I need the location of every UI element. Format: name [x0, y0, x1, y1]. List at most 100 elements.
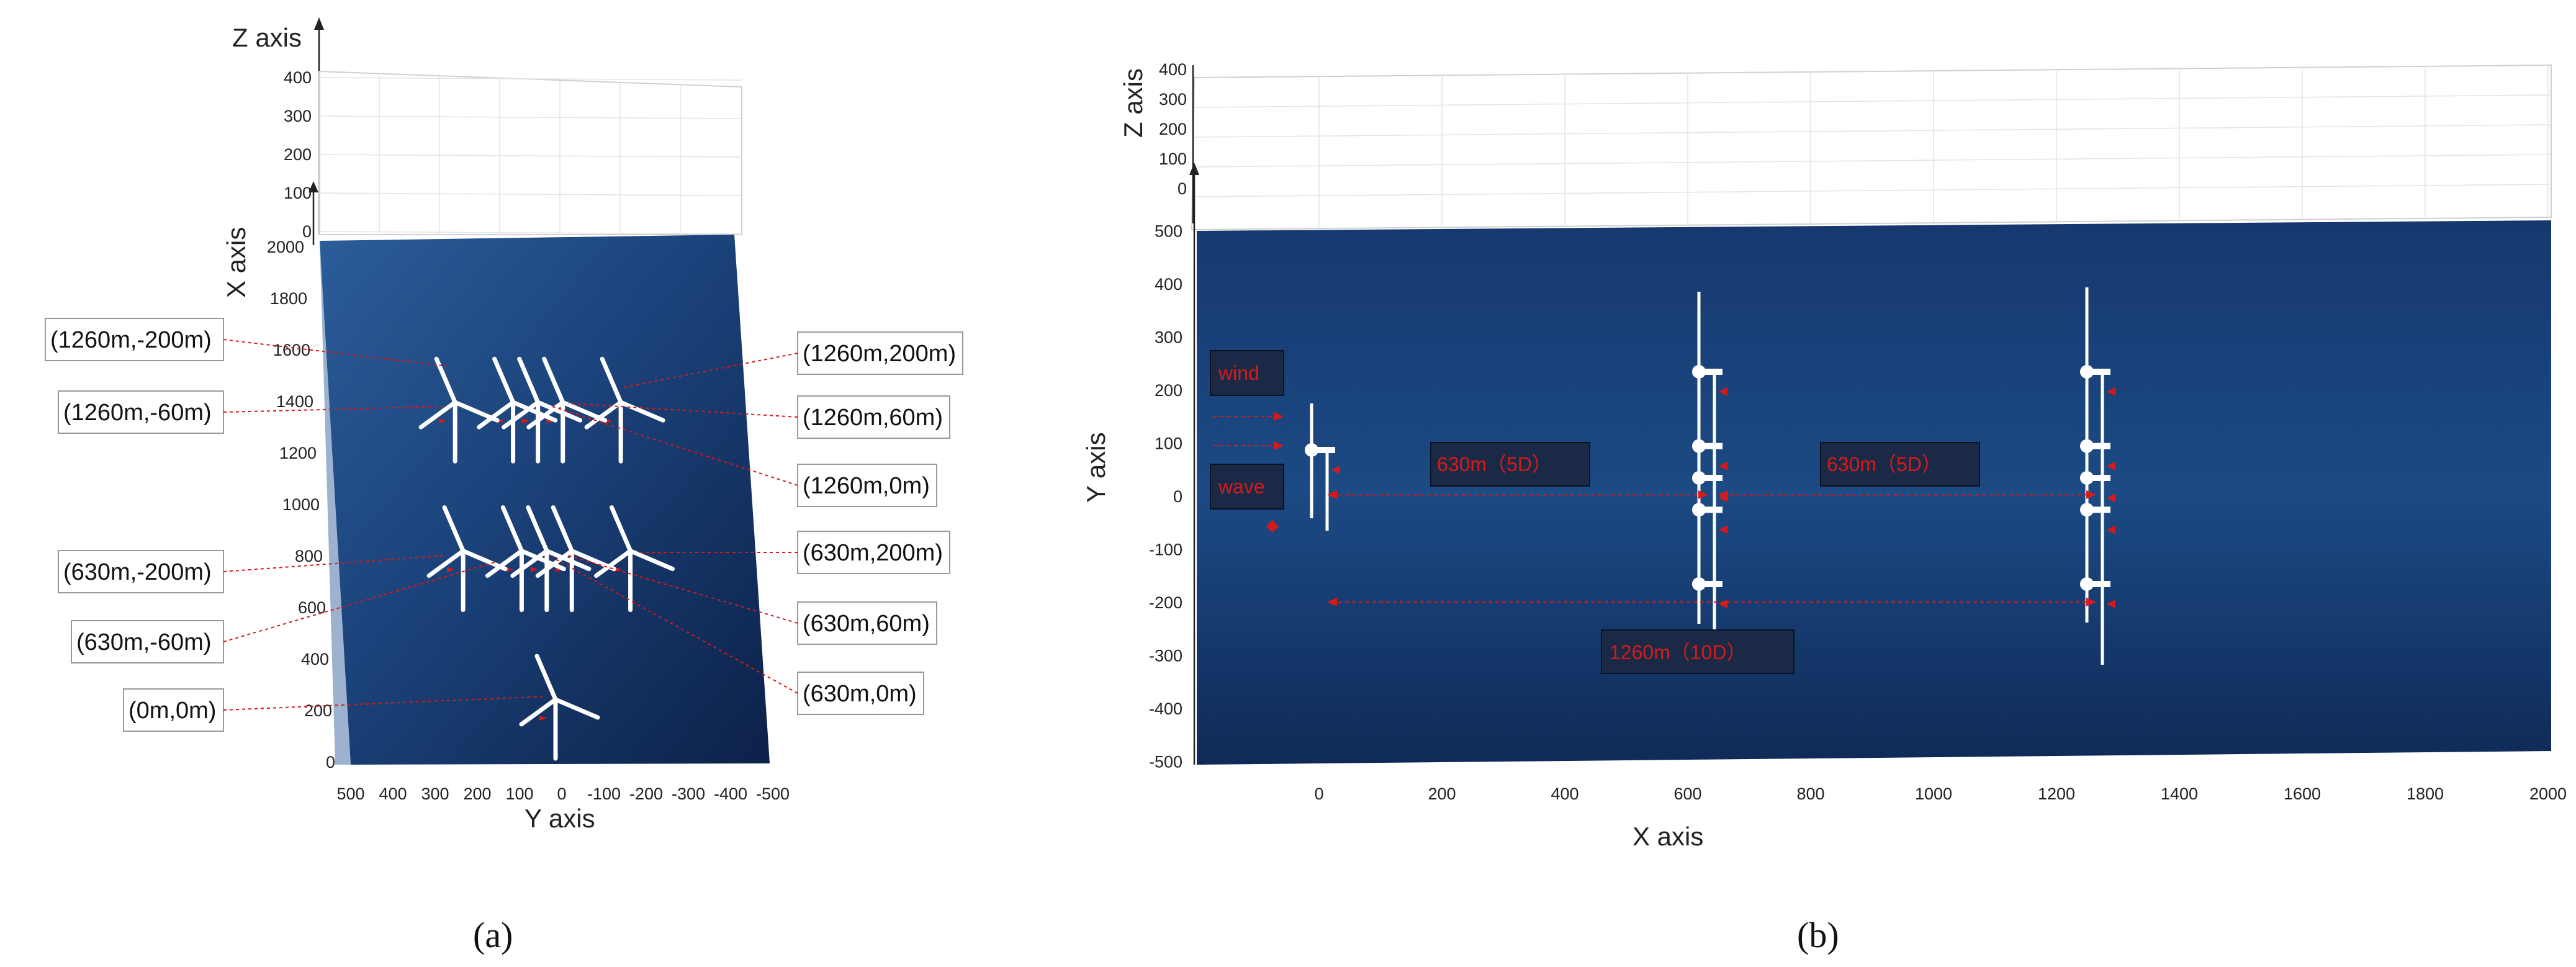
wave-label: wave — [1218, 475, 1265, 498]
turbine-b — [1692, 439, 1727, 527]
spacing-label-box-2 — [1820, 442, 1980, 487]
z-tick-label-b: 100 — [1159, 150, 1187, 168]
sea-surface-b — [1197, 220, 2551, 765]
y-tick-label-b: -400 — [1149, 699, 1182, 718]
y-tick-label-b: -300 — [1149, 647, 1182, 665]
y-tick-label-a: -500 — [756, 785, 790, 803]
x-tick-label-b: 600 — [1673, 785, 1701, 803]
x-tick-label-b: 200 — [1428, 785, 1456, 803]
z-axis-title-a: Z axis — [232, 23, 302, 52]
callout-left-label: (630m,-60m) — [76, 629, 212, 655]
x-tick-label-b: 1400 — [2161, 785, 2198, 803]
turbine-a — [594, 505, 675, 613]
turbine-a — [426, 505, 508, 613]
callout-right-a: (630m,200m) — [636, 531, 950, 574]
turbine-layer-a — [418, 356, 675, 761]
z-tick-label-a: 200 — [284, 145, 312, 164]
z-tick-label-a: 400 — [284, 68, 312, 87]
callout-left-label: (1260m,-200m) — [50, 327, 212, 353]
y-tick-label-a: -400 — [714, 785, 747, 803]
y-tick-label-a: 200 — [463, 785, 491, 803]
y-axis-title-b: Y axis — [1081, 432, 1110, 503]
y-tick-label-b: 400 — [1155, 275, 1182, 294]
sea-surface-a — [320, 235, 770, 765]
panel-label-a: (a) — [473, 915, 513, 955]
y-tick-label-b: 500 — [1155, 222, 1182, 241]
z-tick-label-a: 300 — [284, 107, 312, 125]
z-tick-label-a: 100 — [284, 184, 312, 202]
turbine-a — [485, 505, 566, 613]
callout-left-label: (630m,-200m) — [63, 559, 212, 585]
y-tick-label-a: -200 — [629, 785, 663, 803]
x-tick-label-a: 200 — [304, 701, 332, 720]
turbine-a — [418, 356, 500, 464]
callout-left-a: (1260m,-200m) — [45, 318, 448, 367]
callout-left-a: (630m,-200m) — [58, 550, 446, 593]
turbine-b — [2080, 365, 2115, 452]
spacing-label-3: 1260m（10D） — [1610, 641, 1747, 663]
x-tick-label-a: 400 — [301, 650, 329, 668]
callout-left-a: (0m,0m) — [123, 688, 547, 732]
wind-label-box — [1210, 350, 1284, 396]
spacing-arrows — [1327, 490, 2096, 606]
x-tick-label-b: 2000 — [2529, 785, 2567, 803]
x-tick-label-a: 1800 — [270, 289, 307, 308]
turbine-a — [519, 654, 600, 761]
wave-label-box — [1210, 464, 1284, 510]
x-tick-label-a: 2000 — [267, 238, 304, 256]
y-tick-label-b: 100 — [1155, 434, 1182, 453]
callout-right-a: (1260m,60m) — [567, 395, 950, 439]
x-tick-label-b: 1200 — [2038, 785, 2075, 803]
turbine-b — [1692, 365, 1727, 452]
x-tick-label-b: 800 — [1796, 785, 1824, 803]
callout-left-label: (1260m,-60m) — [63, 400, 212, 426]
y-tick-label-b: 200 — [1155, 381, 1182, 400]
callout-left-label: (0m,0m) — [128, 698, 216, 724]
x-tick-label-b: 0 — [1314, 785, 1323, 803]
z-axis-plane-b — [1191, 64, 2552, 231]
callout-right-label: (1260m,0m) — [803, 473, 930, 499]
x-tick-label-a: 800 — [295, 547, 323, 565]
z-tick-label-b: 400 — [1159, 60, 1187, 79]
x-tick-label-a: 0 — [326, 753, 335, 771]
turbine-a — [502, 356, 583, 464]
y-tick-label-a: -100 — [587, 785, 621, 803]
turbine-a — [510, 505, 592, 613]
x-tick-label-b: 1000 — [1915, 785, 1952, 803]
z-tick-label-b: 0 — [1178, 179, 1187, 198]
callout-right-label: (630m,60m) — [803, 611, 930, 637]
x-tick-label-a: 1000 — [282, 495, 320, 514]
spacing-label-2: 630m（5D） — [1827, 453, 1942, 475]
y-tick-label-b: -200 — [1149, 593, 1182, 612]
y-tick-label-a: 0 — [557, 785, 566, 803]
callout-right-label: (1260m,200m) — [803, 341, 956, 367]
z-tick-label-b: 300 — [1159, 90, 1187, 109]
turbine-b — [2080, 439, 2115, 527]
x-tick-label-b: 400 — [1551, 785, 1578, 803]
callout-right-a: (1260m,200m) — [620, 331, 963, 389]
y-tick-label-b: -500 — [1149, 753, 1182, 771]
y-tick-label-a: 300 — [421, 785, 449, 803]
callout-right-a: (630m,0m) — [552, 557, 924, 715]
z-axis-plane-a — [318, 70, 742, 235]
callout-right-a: (630m,60m) — [567, 555, 937, 645]
turbine-b — [1305, 443, 1340, 531]
callout-left-a: (630m,-60m) — [71, 561, 497, 663]
x-axis-title-a: X axis — [222, 227, 251, 298]
callout-right-label: (630m,200m) — [803, 540, 943, 566]
callout-right-label: (630m,0m) — [803, 681, 917, 707]
z-tick-label-b: 200 — [1159, 120, 1187, 138]
spacing-label-1: 630m（5D） — [1437, 453, 1552, 475]
z-tick-label-a: 0 — [302, 222, 312, 241]
callout-left-a: (1260m,-60m) — [58, 390, 444, 434]
x-tick-label-b: 1600 — [2284, 785, 2321, 803]
y-tick-label-a: 500 — [336, 785, 364, 803]
y-tick-label-b: -100 — [1149, 541, 1182, 559]
wind-wave-arrows — [1214, 412, 1284, 533]
x-tick-label-a: 1200 — [279, 444, 317, 462]
callout-right-a: (1260m,0m) — [552, 406, 937, 507]
x-tick-label-b: 1800 — [2407, 785, 2444, 803]
